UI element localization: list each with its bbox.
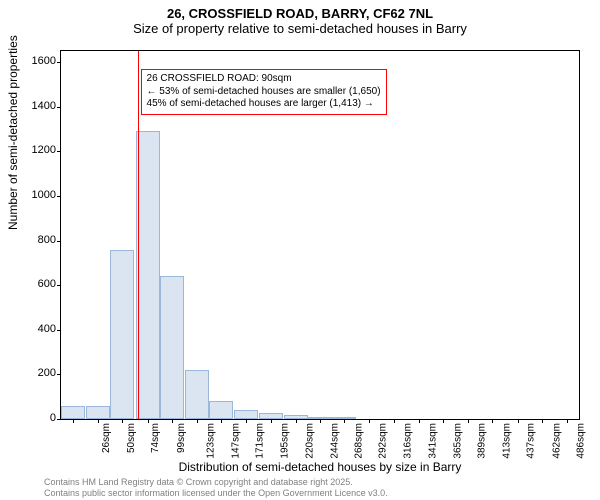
chart-container: 26, CROSSFIELD ROAD, BARRY, CF62 7NL Siz… <box>0 0 600 500</box>
histogram-bar <box>86 406 110 419</box>
xtick-label: 486sqm <box>576 423 587 459</box>
xtick-mark <box>492 419 493 423</box>
xtick-label: 147sqm <box>230 423 241 459</box>
xtick-mark <box>369 419 370 423</box>
xtick-label: 316sqm <box>403 423 414 459</box>
xtick-mark <box>221 419 222 423</box>
ytick-label: 400 <box>16 323 56 335</box>
reference-marker-line <box>138 51 139 419</box>
xtick-label: 26sqm <box>101 423 112 453</box>
xtick-mark <box>394 419 395 423</box>
annotation-line: 26 CROSSFIELD ROAD: 90sqm <box>147 73 381 86</box>
histogram-bar <box>160 276 184 419</box>
histogram-bar <box>185 370 209 419</box>
xtick-mark <box>172 419 173 423</box>
ytick-mark <box>57 285 61 286</box>
ytick-label: 1400 <box>16 100 56 112</box>
xtick-label: 389sqm <box>477 423 488 459</box>
ytick-mark <box>57 419 61 420</box>
xtick-mark <box>468 419 469 423</box>
footer-attribution: Contains HM Land Registry data © Crown c… <box>44 477 388 498</box>
x-axis-label: Distribution of semi-detached houses by … <box>60 460 580 474</box>
xtick-label: 50sqm <box>126 423 137 453</box>
chart-title-main: 26, CROSSFIELD ROAD, BARRY, CF62 7NL <box>0 6 600 21</box>
footer-line-1: Contains HM Land Registry data © Crown c… <box>44 477 388 487</box>
xtick-mark <box>148 419 149 423</box>
xtick-mark <box>271 419 272 423</box>
ytick-label: 1200 <box>16 144 56 156</box>
xtick-mark <box>296 419 297 423</box>
xtick-label: 437sqm <box>526 423 537 459</box>
histogram-bar <box>284 415 308 419</box>
ytick-label: 1600 <box>16 55 56 67</box>
xtick-label: 244sqm <box>329 423 340 459</box>
annotation-line: 45% of semi-detached houses are larger (… <box>147 98 381 111</box>
annotation-line: ← 53% of semi-detached houses are smalle… <box>147 86 381 99</box>
ytick-mark <box>57 107 61 108</box>
histogram-bar <box>234 410 258 419</box>
annotation-box: 26 CROSSFIELD ROAD: 90sqm← 53% of semi-d… <box>141 69 387 115</box>
histogram-bar <box>332 417 356 419</box>
footer-line-2: Contains public sector information licen… <box>44 488 388 498</box>
ytick-label: 600 <box>16 278 56 290</box>
ytick-label: 1000 <box>16 189 56 201</box>
plot-area: 26sqm50sqm74sqm99sqm123sqm147sqm171sqm19… <box>60 50 580 420</box>
xtick-label: 413sqm <box>501 423 512 459</box>
xtick-label: 341sqm <box>428 423 439 459</box>
xtick-label: 123sqm <box>206 423 217 459</box>
ytick-label: 0 <box>16 412 56 424</box>
xtick-mark <box>518 419 519 423</box>
xtick-mark <box>443 419 444 423</box>
xtick-label: 268sqm <box>354 423 365 459</box>
xtick-label: 99sqm <box>176 423 187 453</box>
xtick-mark <box>246 419 247 423</box>
xtick-mark <box>542 419 543 423</box>
ytick-mark <box>57 241 61 242</box>
xtick-mark <box>122 419 123 423</box>
xtick-label: 292sqm <box>378 423 389 459</box>
histogram-bar <box>61 406 85 419</box>
xtick-label: 195sqm <box>279 423 290 459</box>
ytick-mark <box>57 330 61 331</box>
histogram-bar <box>209 401 233 419</box>
xtick-mark <box>197 419 198 423</box>
xtick-label: 74sqm <box>150 423 161 453</box>
ytick-mark <box>57 374 61 375</box>
ytick-mark <box>57 62 61 63</box>
xtick-mark <box>419 419 420 423</box>
xtick-mark <box>567 419 568 423</box>
ytick-label: 200 <box>16 367 56 379</box>
histogram-bar <box>308 417 332 419</box>
chart-title-block: 26, CROSSFIELD ROAD, BARRY, CF62 7NL Siz… <box>0 0 600 36</box>
xtick-mark <box>320 419 321 423</box>
xtick-label: 462sqm <box>551 423 562 459</box>
ytick-mark <box>57 196 61 197</box>
ytick-label: 800 <box>16 234 56 246</box>
histogram-bar <box>259 413 283 419</box>
xtick-mark <box>344 419 345 423</box>
xtick-label: 365sqm <box>452 423 463 459</box>
xtick-mark <box>73 419 74 423</box>
ytick-mark <box>57 151 61 152</box>
histogram-bar <box>110 250 134 420</box>
chart-title-sub: Size of property relative to semi-detach… <box>0 21 600 36</box>
xtick-label: 171sqm <box>255 423 266 459</box>
xtick-label: 220sqm <box>305 423 316 459</box>
xtick-mark <box>98 419 99 423</box>
